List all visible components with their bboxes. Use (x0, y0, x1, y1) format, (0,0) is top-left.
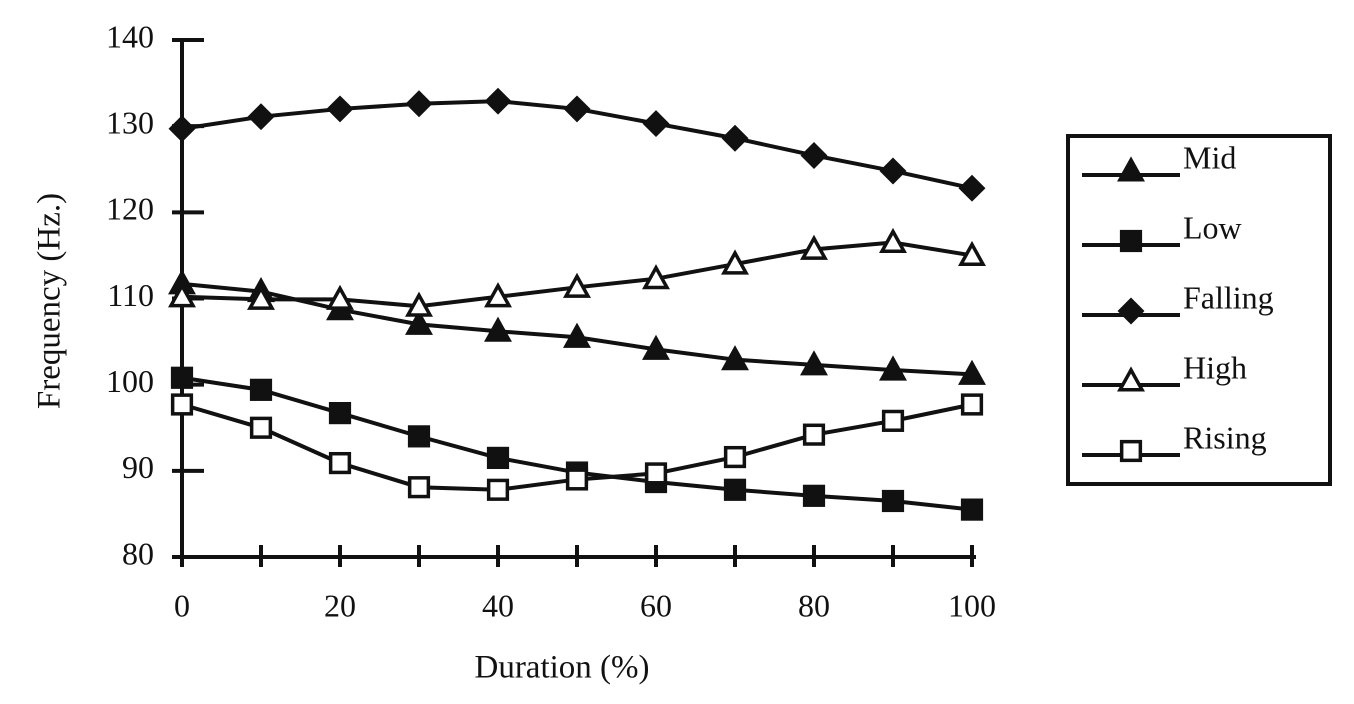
marker (800, 234, 828, 260)
x-tick-label: 80 (798, 587, 830, 623)
legend-marker (1117, 156, 1145, 182)
legend-label: Low (1183, 209, 1242, 245)
marker (723, 445, 747, 469)
legend-box (1066, 134, 1332, 486)
marker (563, 95, 591, 123)
marker (960, 498, 984, 521)
marker (958, 174, 986, 202)
x-tick-label: 20 (324, 587, 356, 623)
marker (802, 423, 826, 446)
y-tick-label: 80 (122, 535, 154, 571)
marker (486, 446, 510, 470)
marker (879, 227, 907, 254)
marker (642, 110, 670, 138)
marker (168, 282, 196, 308)
marker (881, 489, 905, 513)
marker (721, 345, 749, 371)
marker (723, 478, 747, 501)
marker (405, 309, 433, 335)
marker (407, 476, 431, 499)
marker (644, 462, 668, 485)
marker (960, 393, 984, 416)
marker (486, 478, 510, 501)
marker (405, 291, 433, 317)
x-tick-label: 100 (948, 587, 996, 623)
marker (802, 484, 826, 507)
y-tick-label: 130 (106, 105, 154, 141)
marker (170, 366, 194, 389)
marker (247, 103, 275, 131)
marker (249, 378, 273, 401)
x-tick-label: 0 (174, 587, 190, 623)
legend-label: Mid (1183, 139, 1236, 175)
legend-marker (1117, 366, 1145, 392)
marker (879, 157, 907, 185)
x-tick-label: 40 (482, 587, 514, 623)
marker (881, 409, 905, 432)
marker (247, 284, 275, 310)
marker (721, 124, 749, 152)
legend-marker (1119, 229, 1143, 253)
y-tick-label: 140 (106, 18, 154, 54)
legend-label: High (1183, 349, 1247, 385)
marker (484, 282, 512, 308)
marker (958, 240, 986, 266)
x-axis-title: Duration (%) (474, 650, 649, 686)
marker (326, 284, 354, 310)
marker (563, 272, 591, 298)
marker (565, 468, 589, 491)
marker (800, 141, 828, 169)
marker (800, 350, 828, 376)
marker (721, 249, 749, 275)
marker (958, 359, 986, 385)
marker (328, 402, 352, 425)
legend-label: Rising (1183, 419, 1267, 455)
y-tick-label: 120 (106, 191, 154, 227)
y-tick-label: 90 (122, 449, 154, 485)
marker (405, 90, 433, 118)
marker (879, 355, 907, 381)
y-tick-label: 110 (107, 277, 154, 313)
marker (168, 115, 196, 143)
marker (328, 451, 352, 475)
y-axis-title: Frequency (Hz.) (32, 193, 68, 409)
marker (484, 87, 512, 115)
marker (326, 95, 354, 123)
marker (563, 322, 591, 348)
legend-marker (1119, 439, 1143, 463)
marker (249, 416, 273, 439)
legend-label: Falling (1183, 279, 1274, 315)
marker (407, 425, 431, 448)
marker (484, 316, 512, 342)
marker (642, 334, 670, 360)
marker (170, 393, 194, 416)
legend-marker (1117, 297, 1145, 325)
x-tick-label: 60 (640, 587, 672, 623)
marker (642, 264, 670, 290)
y-tick-label: 100 (106, 363, 154, 399)
